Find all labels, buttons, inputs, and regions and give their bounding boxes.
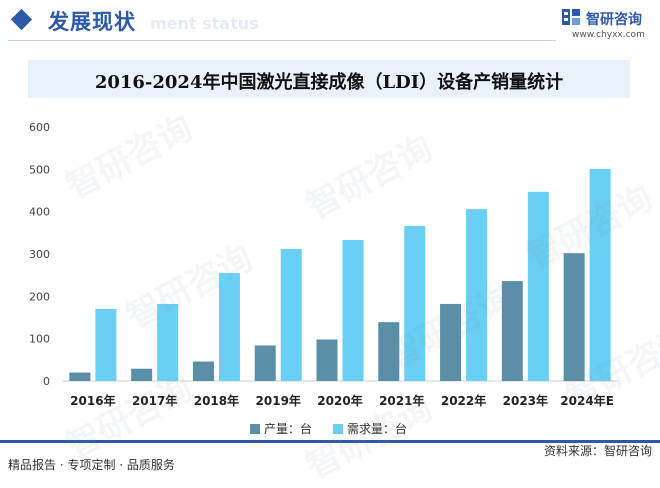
- bar-production: [501, 281, 523, 381]
- y-tick-label: 600: [29, 121, 50, 134]
- brand-url: www.chyxx.com: [572, 30, 645, 40]
- x-tick-label: 2017年: [132, 393, 177, 408]
- legend-swatch-demand: [333, 424, 343, 434]
- bar-demand: [466, 209, 488, 381]
- legend-label-demand: 需求量：台: [347, 422, 408, 436]
- page-header: ment status 发展现状 智研咨询 www.chyxx.com: [0, 0, 660, 46]
- y-tick-label: 500: [29, 163, 50, 176]
- y-tick-label: 0: [43, 375, 50, 388]
- y-tick-label: 400: [29, 206, 50, 219]
- bar-production: [69, 372, 91, 381]
- brand-logo-icon: [562, 9, 580, 25]
- brand-name: 智研咨询: [586, 12, 642, 28]
- bar-production: [316, 339, 338, 381]
- x-tick-label: 2020年: [317, 393, 362, 408]
- x-tick-label: 2018年: [194, 393, 239, 408]
- bar-demand: [280, 248, 302, 381]
- bar-demand: [218, 273, 240, 381]
- section-subtitle: ment status: [150, 14, 259, 33]
- bar-demand: [95, 309, 117, 381]
- y-tick-label: 100: [29, 333, 50, 346]
- y-tick-label: 200: [29, 290, 50, 303]
- legend-swatch-production: [250, 424, 260, 434]
- bar-chart: 0 100 200 300 400 500 600 2016年 2017年 2018年 2019年 2…: [29, 121, 618, 408]
- legend-item-demand: 需求量：台: [333, 420, 407, 437]
- y-tick-label: 300: [29, 248, 50, 261]
- brand-block: 智研咨询 www.chyxx.com: [562, 6, 658, 44]
- bar-production: [131, 368, 153, 381]
- chart-legend: 产量：台 需求量：台: [0, 418, 660, 438]
- x-tick-label: 2023年: [503, 393, 548, 408]
- footer-slogan: 精品报告 · 专项定制 · 品质服务: [8, 458, 175, 472]
- bar-demand: [342, 240, 364, 381]
- footer-divider: [0, 440, 660, 443]
- legend-label-production: 产量：台: [264, 422, 313, 436]
- bar-production: [192, 361, 214, 381]
- x-tick-label: 2024年E: [560, 393, 614, 408]
- bar-demand: [527, 191, 549, 381]
- section-title: 发展现状: [48, 10, 136, 34]
- bar-production: [563, 253, 585, 381]
- bar-production: [378, 322, 400, 381]
- chart-title: 2016-2024年中国激光直接成像（LDI）设备产销量统计: [94, 72, 564, 93]
- bar-production: [440, 303, 462, 381]
- bar-production: [254, 345, 276, 381]
- bar-demand: [157, 303, 179, 381]
- x-tick-label: 2019年: [256, 393, 301, 408]
- x-tick-label: 2016年: [70, 393, 115, 408]
- x-tick-label: 2021年: [379, 393, 424, 408]
- header-divider: [8, 40, 556, 41]
- data-source: 资料来源：智研咨询: [543, 444, 652, 458]
- chart-title-box: 2016-2024年中国激光直接成像（LDI）设备产销量统计: [28, 60, 630, 98]
- x-tick-label: 2022年: [441, 393, 486, 408]
- legend-item-production: 产量：台: [250, 420, 312, 437]
- bar-demand: [404, 226, 426, 381]
- diamond-icon: [10, 8, 33, 31]
- bar-demand: [589, 168, 611, 381]
